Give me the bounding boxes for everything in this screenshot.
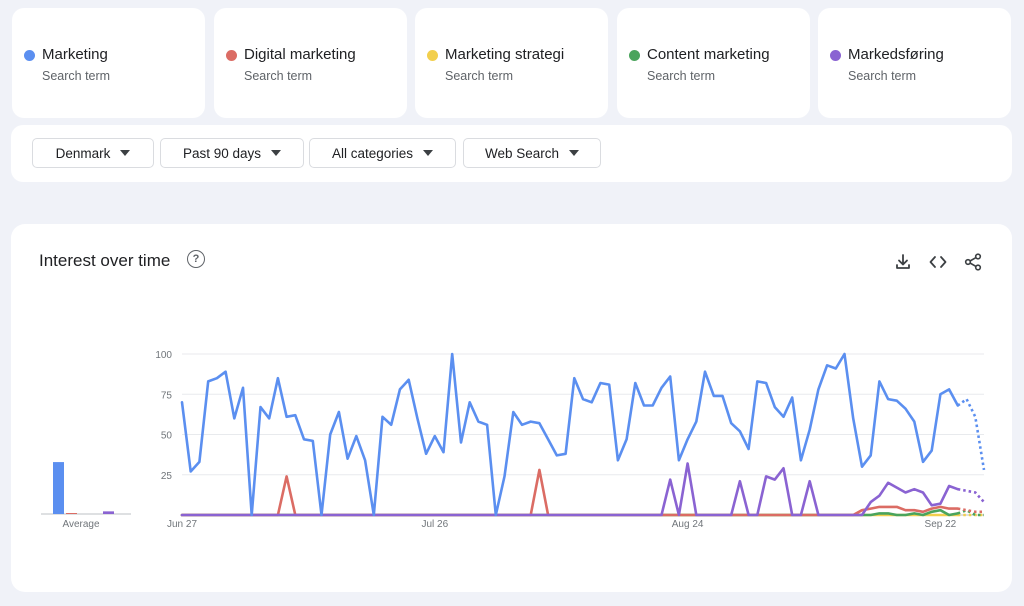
average-label: Average [62, 519, 100, 530]
embed-icon[interactable] [928, 252, 948, 272]
term-name: Marketing [42, 46, 108, 63]
chart-title: Interest over time [39, 251, 171, 270]
series-partial-line-content-marketing [957, 508, 984, 517]
average-bar-marketing [53, 462, 64, 514]
x-tick-label: Jul 26 [421, 519, 448, 530]
time-range-label: Past 90 days [182, 145, 262, 161]
filter-bar: Denmark Past 90 days All categories Web … [11, 125, 1012, 182]
term-card-markedsforing[interactable]: Markedsføring Search term [818, 8, 1011, 118]
caret-down-icon [271, 150, 282, 156]
term-color-dot [830, 50, 841, 61]
share-icon[interactable] [963, 252, 983, 272]
term-type: Search term [42, 69, 111, 83]
term-color-dot [629, 50, 640, 61]
term-card-content-marketing[interactable]: Content marketing Search term [617, 8, 810, 118]
series-line-marketing [180, 352, 960, 517]
term-type: Search term [445, 69, 514, 83]
category-dropdown[interactable]: All categories [309, 138, 456, 168]
time-range-dropdown[interactable]: Past 90 days [160, 138, 304, 168]
term-name: Markedsføring [848, 46, 944, 63]
x-tick-label: Aug 24 [672, 519, 704, 530]
y-tick-label: 25 [161, 471, 173, 482]
term-name: Marketing strategi [445, 46, 565, 63]
region-dropdown[interactable]: Denmark [32, 138, 154, 168]
series-line-markedsf-ring [180, 462, 960, 517]
term-card-marketing[interactable]: Marketing Search term [12, 8, 205, 118]
term-color-dot [226, 50, 237, 61]
y-tick-label: 75 [161, 390, 173, 401]
term-type: Search term [244, 69, 313, 83]
average-bar-chart: Average [41, 462, 131, 530]
series-line-digital-marketing [180, 468, 960, 517]
average-bar-digital-marketing [66, 513, 77, 514]
term-card-marketing-strategi[interactable]: Marketing strategi Search term [415, 8, 608, 118]
y-tick-label: 50 [161, 431, 173, 442]
caret-down-icon [569, 150, 580, 156]
series-partial-line-markedsf-ring [957, 487, 985, 503]
term-type: Search term [848, 69, 917, 83]
average-bar-markedsføring [103, 511, 114, 514]
term-name: Content marketing [647, 46, 770, 63]
download-icon[interactable] [893, 252, 913, 272]
term-name: Digital marketing [244, 46, 356, 63]
term-card-digital-marketing[interactable]: Digital marketing Search term [214, 8, 407, 118]
x-tick-label: Sep 22 [925, 519, 957, 530]
interest-line-chart: 25 50 75 100 Jun 27 Jul 26 Aug 24 Sep 22 [155, 350, 986, 530]
search-property-label: Web Search [484, 145, 560, 161]
interest-over-time-card: Interest over time ? Average 25 50 75 100 Ju… [11, 224, 1012, 592]
term-color-dot [427, 50, 438, 61]
y-tick-label: 100 [155, 350, 172, 361]
category-label: All categories [331, 145, 414, 161]
region-label: Denmark [55, 145, 111, 161]
term-type: Search term [647, 69, 716, 83]
term-color-dot [24, 50, 35, 61]
caret-down-icon [423, 150, 434, 156]
caret-down-icon [120, 150, 131, 156]
search-property-dropdown[interactable]: Web Search [463, 138, 601, 168]
help-icon[interactable]: ? [187, 250, 205, 268]
series-partial-line-digital-marketing [957, 507, 984, 514]
x-tick-label: Jun 27 [167, 519, 197, 530]
